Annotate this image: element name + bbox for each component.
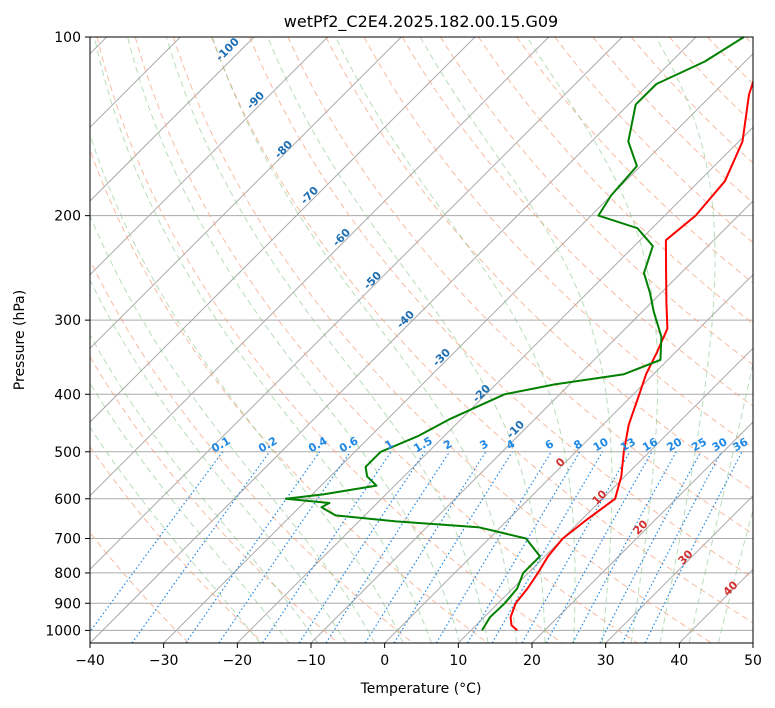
moist-adiabat-line <box>90 426 261 643</box>
x-tick-label: −10 <box>296 653 326 669</box>
dry-adiabat-line <box>554 37 753 244</box>
y-tick-label: 500 <box>54 445 81 461</box>
moist-adiabat-line <box>93 37 432 643</box>
y-axis: 100 200 300 400 500 600 700 800 900 1000 <box>45 30 90 639</box>
dry-adiabat-line <box>363 37 753 449</box>
mixing-ratio-line <box>90 451 224 633</box>
dry-adiabat-line <box>90 355 339 643</box>
x-tick-label: 10 <box>449 653 467 669</box>
plot-frame <box>89 36 754 644</box>
dewpoint-profile-line <box>284 37 745 631</box>
isotherm-line <box>90 37 476 423</box>
y-tick-label: 600 <box>54 492 81 508</box>
moist-adiabat-line <box>717 508 753 643</box>
moist-adiabat-line <box>90 279 347 643</box>
moist-adiabat-line <box>688 361 753 643</box>
dry-adiabat-line <box>90 445 264 643</box>
y-tick-label: 300 <box>54 313 81 329</box>
mixing-ratio-line <box>572 451 677 643</box>
x-tick-label: 50 <box>744 653 762 669</box>
mixing-ratio-line <box>262 451 392 643</box>
dry-adiabat-line <box>249 37 753 579</box>
moist-adiabat-line <box>127 37 461 643</box>
moist-adiabat-line <box>267 37 546 643</box>
mixing-ratio-line <box>185 451 321 643</box>
moist-adiabat-line <box>90 133 404 643</box>
x-tick-label: 30 <box>597 653 615 669</box>
y-tick-label: 800 <box>54 566 81 582</box>
moist-adiabat-line <box>211 37 517 643</box>
isotherm-line <box>90 37 402 350</box>
moist-adiabat-line <box>526 37 659 643</box>
dry-adiabat-line <box>401 37 753 407</box>
dry-adiabat-line <box>96 37 563 643</box>
mixing-ratio-line <box>599 451 702 643</box>
x-tick-label: 0 <box>380 653 389 669</box>
chart-title: wetPf2_C2E4.2025.182.00.15.G09 <box>284 12 558 32</box>
mixing-ratio-line <box>521 451 631 643</box>
dry-adiabat-line <box>172 37 712 643</box>
y-tick-label: 700 <box>54 532 81 548</box>
mixing-ratio-line <box>218 451 351 643</box>
dry-adiabat-line <box>211 37 753 624</box>
x-axis-title: Temperature (°C) <box>360 681 482 697</box>
isotherm-line <box>163 52 753 643</box>
y-tick-label: 400 <box>54 387 81 403</box>
mixing-ratio-line <box>545 451 653 643</box>
mixing-ratio-line <box>435 451 552 643</box>
isotherm-line <box>90 37 697 643</box>
moist-adiabat-line <box>419 37 613 643</box>
x-tick-label: −40 <box>75 653 105 669</box>
isotherm-line <box>531 421 753 643</box>
moist-adiabat-line <box>90 333 319 643</box>
dry-adiabat-line <box>287 37 753 535</box>
moist-adiabat-line <box>165 37 489 643</box>
dry-adiabat-line <box>134 37 638 643</box>
x-tick-label: −30 <box>149 653 179 669</box>
moist-adiabat-line <box>655 37 716 643</box>
isotherm-line <box>605 494 753 643</box>
x-axis: −40 −30 −20 −10 0 10 20 30 40 50 <box>75 643 762 669</box>
dry-adiabat-line <box>90 258 414 643</box>
y-axis-title: Pressure (hPa) <box>12 290 28 390</box>
dry-adiabat-line <box>439 37 753 366</box>
x-tick-label: −20 <box>223 653 253 669</box>
mixing-ratio-line <box>644 451 743 643</box>
plot-area <box>90 37 753 643</box>
dry-adiabat-line <box>325 37 753 492</box>
temperature-profile-line <box>509 79 753 632</box>
isotherm-line <box>384 273 753 643</box>
isotherm-line <box>90 37 255 202</box>
y-tick-label: 100 <box>54 30 81 46</box>
isotherm-line <box>90 37 623 571</box>
isotherm-line <box>90 37 329 276</box>
isotherm-line <box>90 37 550 497</box>
y-tick-label: 900 <box>54 596 81 612</box>
y-tick-label: 200 <box>54 209 81 225</box>
mixing-ratio-line <box>298 451 426 643</box>
moist-adiabat-line <box>90 214 376 643</box>
x-tick-label: 40 <box>670 653 688 669</box>
moist-adiabat-line <box>90 382 290 643</box>
y-tick-label: 1000 <box>45 623 81 639</box>
moist-adiabat-line <box>335 37 576 643</box>
x-tick-label: 20 <box>523 653 541 669</box>
mixing-ratio-line <box>131 451 271 643</box>
dry-adiabat-line <box>592 37 753 204</box>
mixing-ratio-line <box>364 451 487 643</box>
mixing-ratio-line <box>325 451 451 643</box>
